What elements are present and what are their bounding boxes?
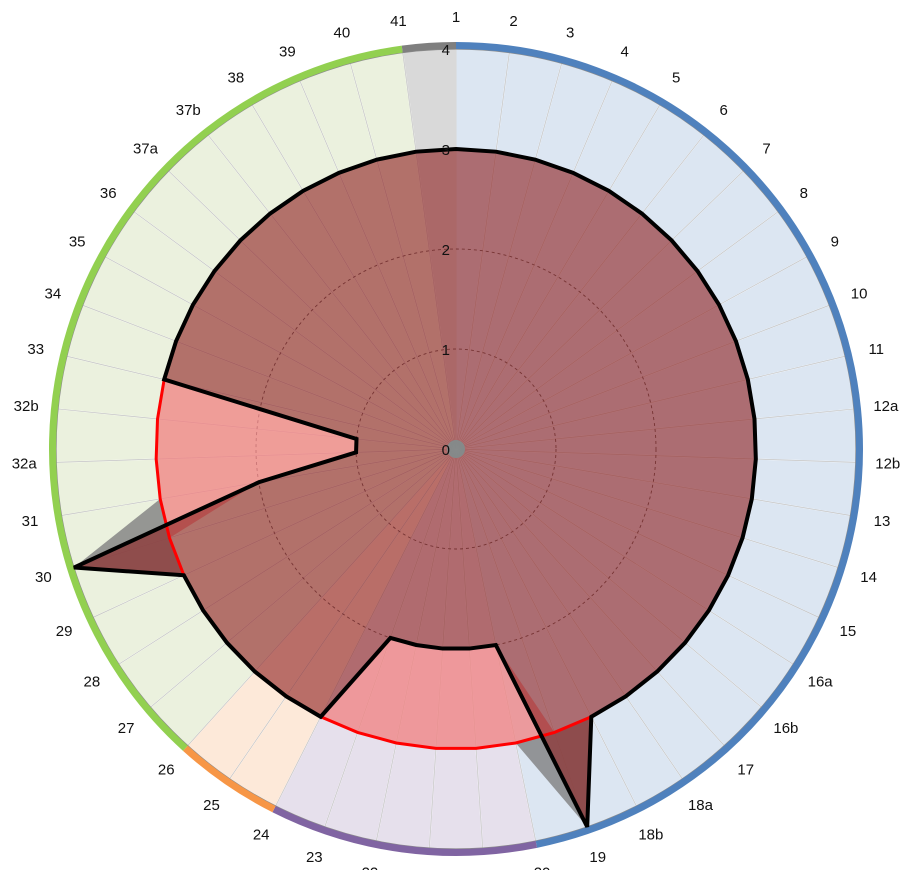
group-arc-1 (455, 42, 863, 848)
category-label-41: 41 (390, 13, 407, 30)
category-label-19: 19 (589, 849, 606, 866)
category-label-23: 23 (306, 849, 323, 866)
category-label-2: 2 (509, 13, 517, 30)
radial-tick-label-0: 0 (442, 442, 450, 459)
category-label-28: 28 (84, 673, 101, 690)
category-label-25: 25 (203, 797, 220, 814)
category-label-37b: 37b (176, 102, 201, 119)
category-label-9: 9 (831, 233, 839, 250)
category-label-33: 33 (27, 341, 44, 358)
radial-tick-label-4: 4 (442, 42, 450, 59)
category-label-6: 6 (720, 102, 728, 119)
category-label-32b: 32b (14, 398, 39, 415)
radial-tick-labels: 0 1 2 3 4 (442, 42, 450, 459)
category-label-11: 11 (868, 341, 884, 358)
group-arc-2 (272, 806, 538, 856)
category-label-38: 38 (228, 69, 245, 86)
category-label-35: 35 (69, 233, 86, 250)
center-dot (447, 440, 465, 458)
category-label-12a: 12a (873, 398, 899, 415)
category-label-13: 13 (874, 513, 891, 530)
category-labels: 1 23456789101112a12b13141516a16b1718a18b1… (12, 9, 901, 870)
category-label-37a: 37a (133, 141, 159, 158)
category-label-8: 8 (800, 185, 808, 202)
group-arcs (49, 42, 863, 856)
category-label-36: 36 (100, 185, 117, 202)
category-label-32a: 32a (12, 455, 38, 472)
data-line (73, 146, 758, 828)
group-arc-5 (401, 42, 457, 53)
category-label-18b: 18b (638, 827, 663, 844)
data-layer (73, 146, 758, 828)
category-label-26: 26 (158, 761, 175, 778)
category-label-22: 22 (362, 864, 379, 870)
category-label-10: 10 (851, 286, 868, 303)
category-label-12b: 12b (875, 455, 900, 472)
radial-tick-label-1: 1 (442, 342, 450, 359)
radial-tick-label-3: 3 (442, 142, 450, 159)
category-label-7: 7 (762, 141, 770, 158)
category-label-24: 24 (253, 827, 270, 844)
category-label-14: 14 (860, 569, 877, 586)
category-label-39: 39 (279, 43, 296, 60)
category-label-18a: 18a (688, 797, 714, 814)
category-label-16b: 16b (773, 720, 798, 737)
radial-tick-label-2: 2 (442, 242, 450, 259)
group-arc-3 (182, 745, 276, 813)
category-label-27: 27 (118, 720, 135, 737)
category-label-1: 1 (452, 9, 460, 26)
category-label-3: 3 (566, 24, 574, 41)
data-area (73, 149, 756, 827)
category-label-31: 31 (22, 513, 39, 530)
category-label-16a: 16a (808, 673, 834, 690)
category-label-29: 29 (56, 623, 73, 640)
category-label-17: 17 (737, 761, 754, 778)
category-label-5: 5 (672, 69, 680, 86)
category-label-40: 40 (334, 24, 351, 41)
group-arc-4 (49, 45, 403, 751)
deficit-area (156, 149, 756, 749)
category-label-15: 15 (840, 623, 857, 640)
category-label-34: 34 (45, 286, 62, 303)
category-label-20: 20 (534, 864, 551, 870)
category-label-30: 30 (35, 569, 52, 586)
category-label-4: 4 (620, 43, 628, 60)
